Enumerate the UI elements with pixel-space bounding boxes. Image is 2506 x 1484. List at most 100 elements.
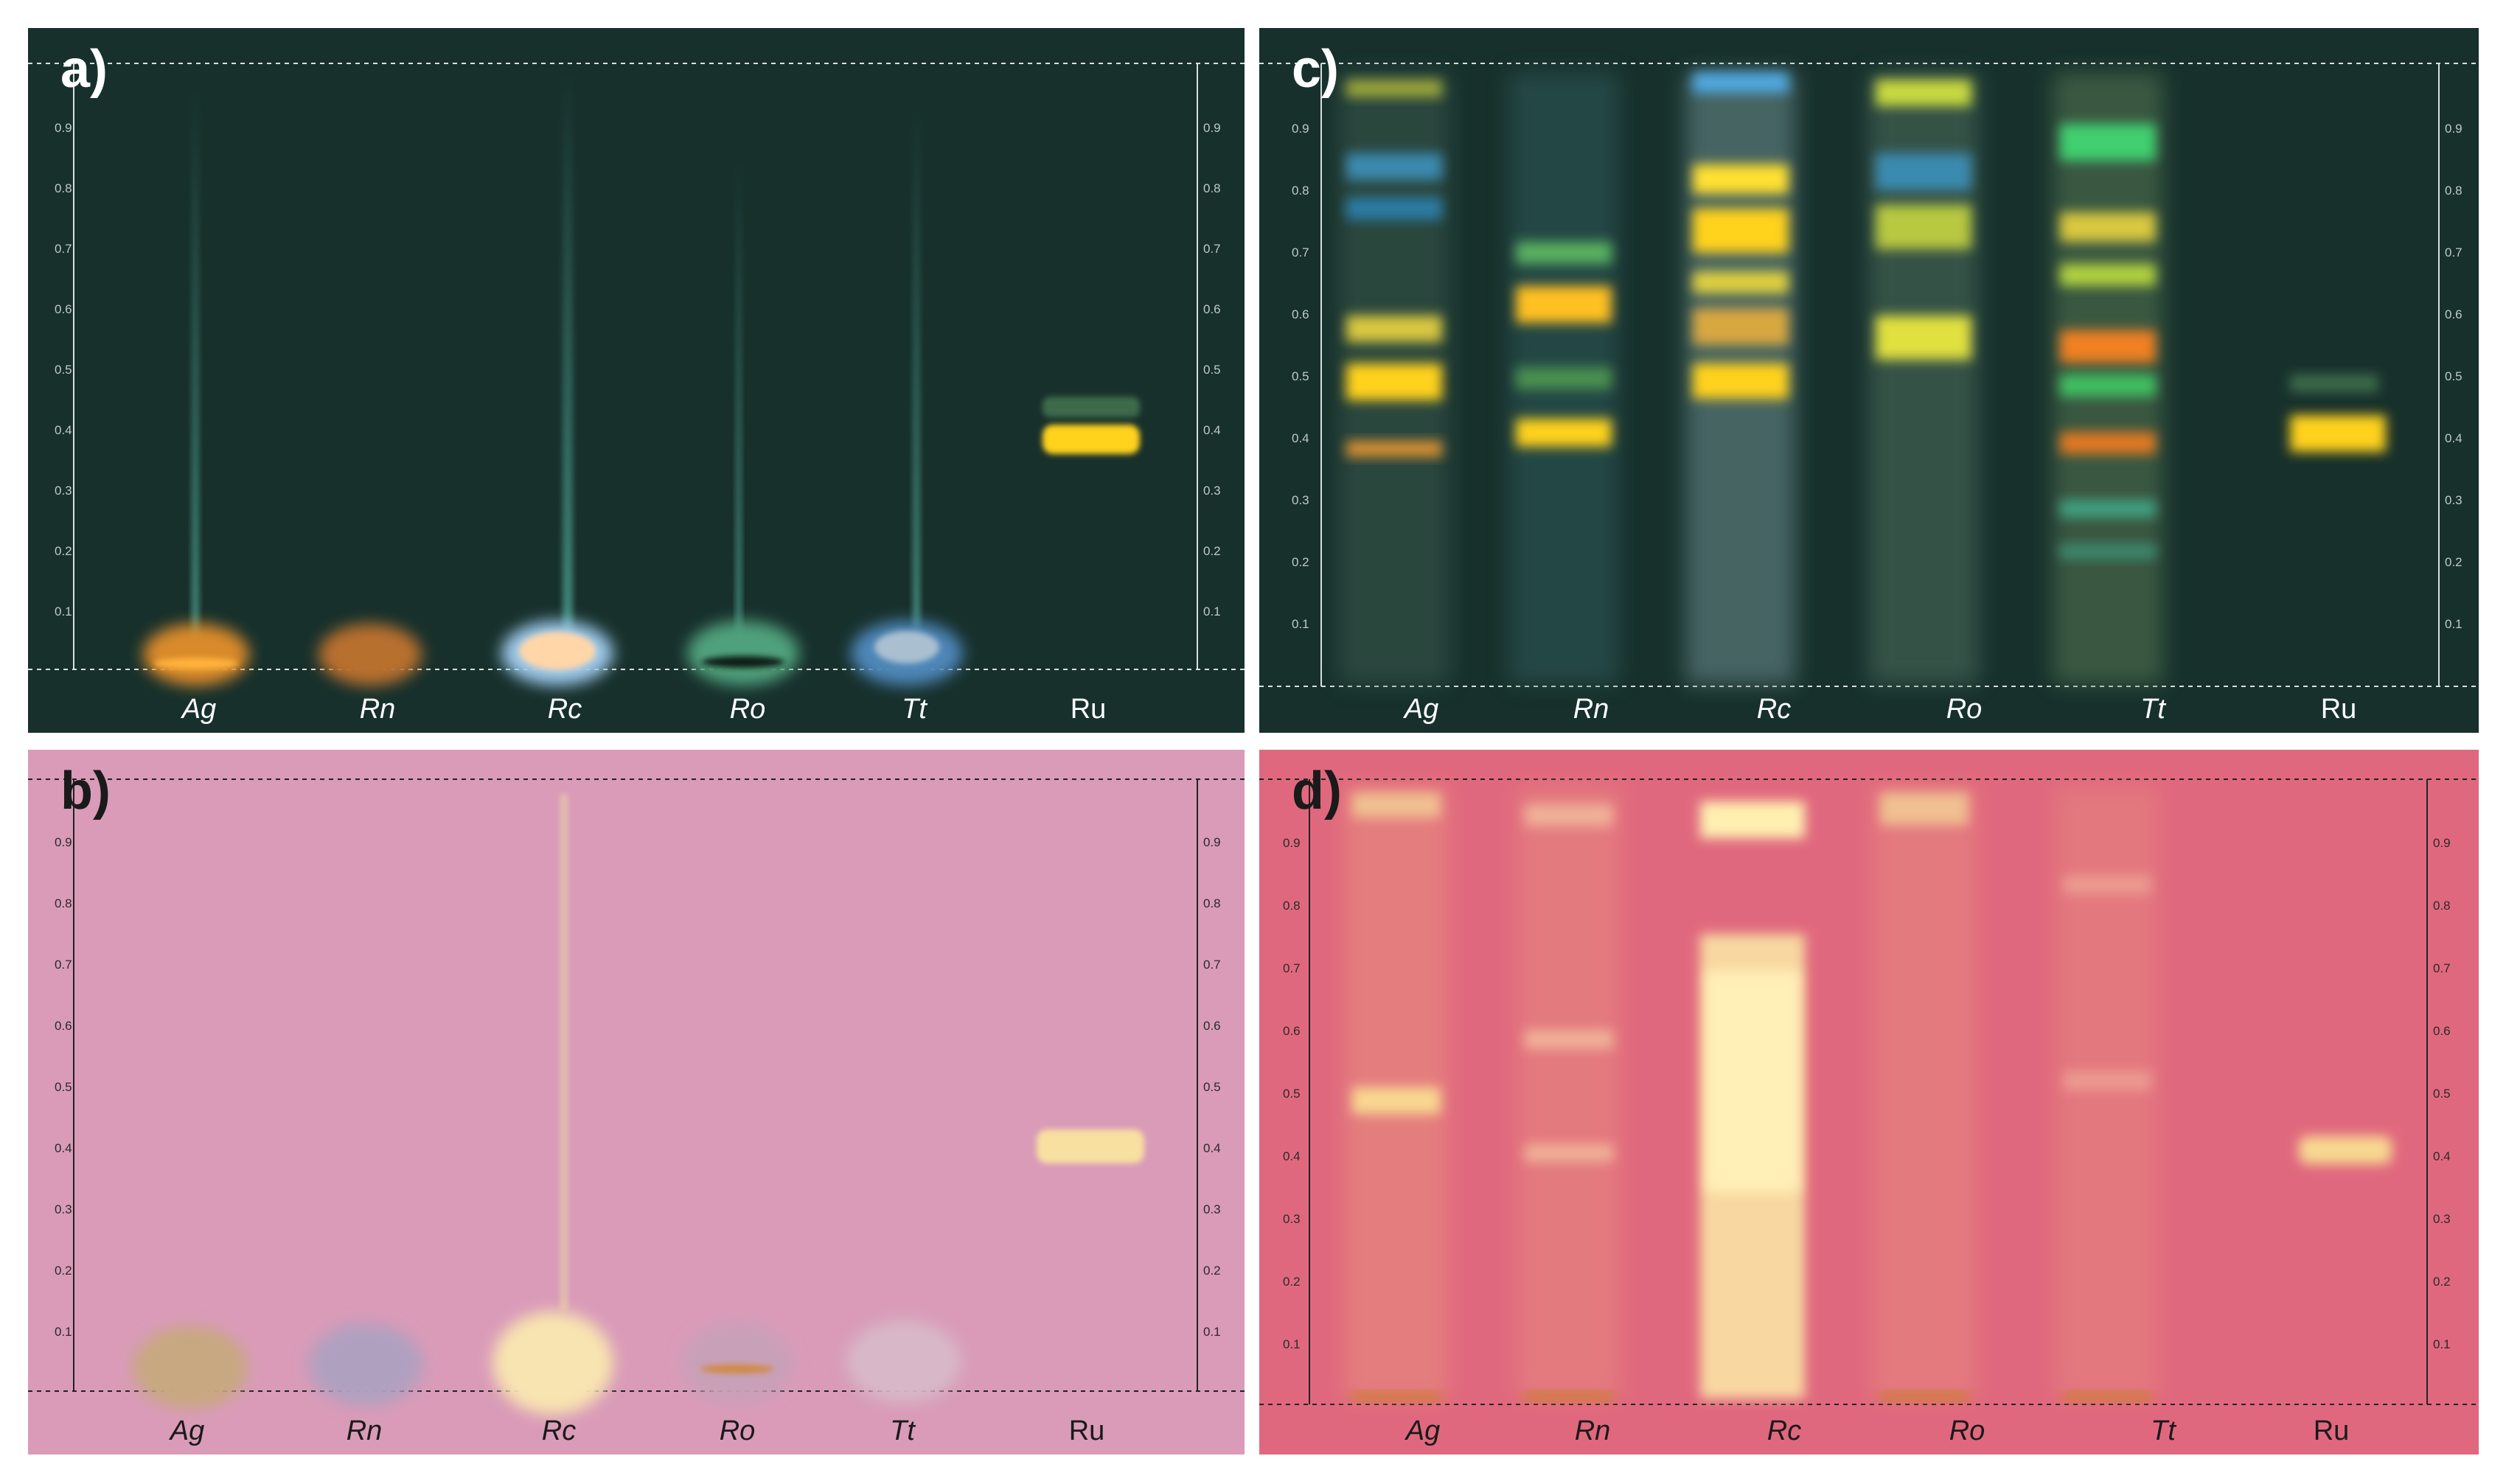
rf-tick-left: 0.1 <box>55 1325 72 1339</box>
rf-tick-right: 0.7 <box>1203 242 1221 256</box>
rf-tick-left: 0.6 <box>1292 307 1309 321</box>
rf-tick-right: 0.8 <box>1203 181 1221 195</box>
panel-a-plate: a) 0.1 0.2 0.3 0.4 0.5 0.6 0.7 0.8 0.9 0… <box>28 28 1245 733</box>
rf-tick-right: 0.9 <box>1203 121 1221 135</box>
lane-label: Ru <box>1070 694 1107 725</box>
rf-tick-left: 0.1 <box>1283 1337 1301 1351</box>
rf-tick-right: 0.1 <box>2433 1337 2451 1351</box>
lane-label: Ru <box>1068 1415 1105 1446</box>
rf-tick-left: 0.6 <box>55 302 72 316</box>
rf-tick-right: 0.3 <box>1203 484 1221 498</box>
rf-tick-left: 0.9 <box>55 835 72 849</box>
lane-label: Ro <box>1949 1415 1985 1446</box>
rf-tick-left: 0.7 <box>1292 245 1309 259</box>
rf-tick-right: 0.3 <box>1203 1202 1221 1216</box>
rf-tick-right: 0.3 <box>2433 1212 2451 1226</box>
rf-tick-left: 0.2 <box>55 1264 72 1278</box>
rf-tick-left: 0.9 <box>1283 836 1301 850</box>
lane-label: Rc <box>1756 694 1792 725</box>
lane-label: Ru <box>2320 694 2357 725</box>
rf-tick-left: 0.7 <box>55 958 72 972</box>
rf-tick-left: 0.4 <box>1283 1149 1301 1163</box>
rf-tick-left: 0.9 <box>55 121 72 135</box>
plate-image-d <box>1259 750 2479 1455</box>
rf-tick-right: 0.6 <box>1203 1019 1221 1033</box>
rf-tick-right: 0.6 <box>2433 1024 2451 1038</box>
rf-tick-right: 0.7 <box>2445 245 2463 259</box>
rf-tick-left: 0.5 <box>1283 1087 1301 1101</box>
rf-tick-right: 0.3 <box>2445 493 2463 507</box>
rf-tick-right: 0.8 <box>2433 899 2451 913</box>
plate-image-a <box>28 28 1245 733</box>
rf-tick-right: 0.6 <box>1203 302 1221 316</box>
rf-tick-left: 0.5 <box>1292 369 1309 383</box>
rf-tick-left: 0.5 <box>55 1080 72 1094</box>
rf-tick-left: 0.8 <box>55 896 72 910</box>
rf-tick-right: 0.8 <box>1203 896 1221 910</box>
lane-label: Tt <box>2140 694 2165 725</box>
rf-tick-right: 0.4 <box>1203 1141 1221 1155</box>
panel-letter-a: a) <box>60 40 108 99</box>
rf-tick-left: 0.3 <box>55 1202 72 1216</box>
lane-label: Ag <box>1405 1415 1441 1446</box>
rf-tick-right: 0.1 <box>2445 617 2463 631</box>
lane-label: Ro <box>1946 694 1983 725</box>
rf-tick-left: 0.7 <box>55 242 72 256</box>
rf-tick-left: 0.2 <box>1283 1275 1301 1289</box>
rf-tick-right: 0.1 <box>1203 1325 1221 1339</box>
rf-tick-right: 0.7 <box>1203 958 1221 972</box>
lane-label: Rn <box>359 694 396 725</box>
rf-tick-right: 0.5 <box>2445 369 2463 383</box>
rf-tick-right: 0.1 <box>1203 605 1221 619</box>
rf-tick-left: 0.4 <box>55 423 72 437</box>
lane-label: Ru <box>2313 1415 2350 1446</box>
panel-c-plate: c) 0.1 0.2 0.3 0.4 0.5 0.6 0.7 0.8 0.9 0… <box>1259 28 2479 733</box>
plate-image-c <box>1259 28 2479 733</box>
rf-tick-right: 0.6 <box>2445 307 2463 321</box>
rf-tick-left: 0.8 <box>1292 184 1309 198</box>
rf-tick-right: 0.9 <box>1203 835 1221 849</box>
rf-tick-right: 0.2 <box>2433 1275 2451 1289</box>
rf-tick-left: 0.6 <box>55 1019 72 1033</box>
panel-letter-c: c) <box>1292 40 1340 99</box>
rf-tick-left: 0.2 <box>1292 555 1309 569</box>
lane-label: Rc <box>541 1415 577 1446</box>
rf-tick-left: 0.4 <box>1292 431 1309 445</box>
lane-label: Ag <box>170 1415 205 1446</box>
rf-tick-left: 0.1 <box>1292 617 1309 631</box>
lane-label: Ag <box>1404 694 1439 725</box>
panel-d-plate: d) 0.1 0.2 0.3 0.4 0.5 0.6 0.7 0.8 0.9 0… <box>1259 750 2479 1455</box>
lane-label: Rn <box>1573 694 1609 725</box>
rf-tick-right: 0.9 <box>2433 836 2451 850</box>
rf-tick-left: 0.3 <box>1283 1212 1301 1226</box>
rf-tick-left: 0.1 <box>55 605 72 619</box>
rf-tick-right: 0.4 <box>2433 1149 2451 1163</box>
rf-tick-left: 0.7 <box>1283 961 1301 975</box>
rf-tick-right: 0.2 <box>1203 544 1221 558</box>
rf-tick-left: 0.5 <box>55 363 72 377</box>
lane-label: Ro <box>729 694 766 725</box>
lane-label: Tt <box>2151 1415 2176 1446</box>
lane-label: Ag <box>181 694 217 725</box>
rf-tick-left: 0.4 <box>55 1141 72 1155</box>
rf-tick-left: 0.2 <box>55 544 72 558</box>
rf-tick-left: 0.6 <box>1283 1024 1301 1038</box>
panel-letter-d: d) <box>1292 762 1342 821</box>
rf-tick-right: 0.9 <box>2445 122 2463 136</box>
lane-label: Rc <box>547 694 582 725</box>
rf-tick-right: 0.2 <box>2445 555 2463 569</box>
rf-tick-right: 0.7 <box>2433 961 2451 975</box>
plate-image-b <box>28 750 1245 1455</box>
rf-tick-right: 0.5 <box>2433 1087 2451 1101</box>
rf-tick-left: 0.9 <box>1292 122 1309 136</box>
rf-tick-left: 0.3 <box>55 484 72 498</box>
lane-label: Rn <box>346 1415 383 1446</box>
rf-tick-right: 0.4 <box>2445 431 2463 445</box>
panel-letter-b: b) <box>60 762 111 821</box>
rf-tick-right: 0.5 <box>1203 363 1221 377</box>
panel-b-plate: b) 0.1 0.2 0.3 0.4 0.5 0.6 0.7 0.8 0.9 0… <box>28 750 1245 1455</box>
lane-label: Rc <box>1767 1415 1802 1446</box>
lane-label: Ro <box>719 1415 756 1446</box>
rf-tick-left: 0.8 <box>1283 899 1301 913</box>
lane-label: Rn <box>1574 1415 1611 1446</box>
